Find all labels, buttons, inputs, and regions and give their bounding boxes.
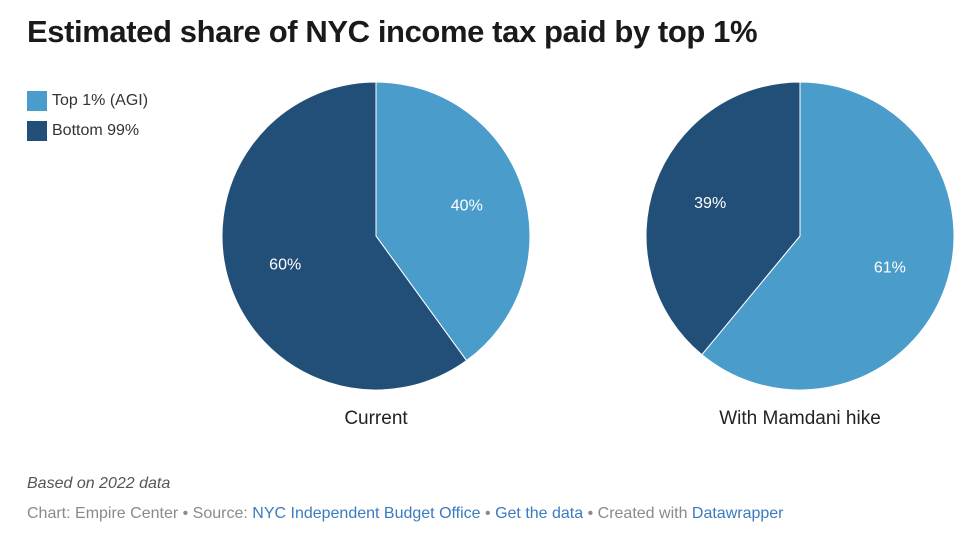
legend-item-bottom99: Bottom 99% [27, 121, 148, 141]
chart-notes: Based on 2022 data [27, 475, 171, 492]
pie-slice-bottom-99[interactable] [221, 81, 468, 391]
legend-swatch-bottom99 [27, 121, 47, 141]
legend-item-top1: Top 1% (AGI) [27, 91, 148, 111]
pie-slice-top-1-agi[interactable] [701, 81, 955, 391]
legend-label-bottom99: Bottom 99% [52, 122, 140, 139]
pie-caption: Current [344, 408, 408, 429]
pie-chart-2: 61% 39% With Mamdani hike [645, 81, 955, 429]
footer-credit: Chart: Empire Center [27, 505, 179, 522]
pie-caption: With Mamdani hike [719, 408, 881, 429]
footer-separator: • [583, 505, 598, 522]
pie-slice-top-1-agi[interactable] [375, 81, 531, 362]
pie-chart-1: 40% 60% Current [221, 81, 531, 429]
footer-source-prefix: Source: [192, 505, 253, 522]
chart-title: Estimated share of NYC income tax paid b… [27, 14, 758, 49]
pie-slice-bottom-99[interactable] [645, 81, 801, 356]
footer-created-prefix: Created with [597, 505, 692, 522]
pie-slice-label: 39% [694, 195, 726, 212]
pie-slice-label: 60% [269, 257, 301, 274]
footer-separator: • [480, 505, 496, 522]
legend-label-top1: Top 1% (AGI) [52, 92, 149, 109]
chart-footer: Chart: Empire Center • Source: NYC Indep… [27, 505, 784, 523]
source-link[interactable]: NYC Independent Budget Office [252, 505, 481, 522]
datawrapper-link[interactable]: Datawrapper [691, 505, 784, 522]
get-data-link[interactable]: Get the data [495, 505, 584, 522]
legend-swatch-top1 [27, 91, 47, 111]
pie-slice-label: 40% [451, 198, 483, 215]
footer-separator: • [178, 505, 193, 522]
pie-slice-label: 61% [874, 260, 906, 277]
legend: Top 1% (AGI) Bottom 99% [27, 91, 148, 151]
